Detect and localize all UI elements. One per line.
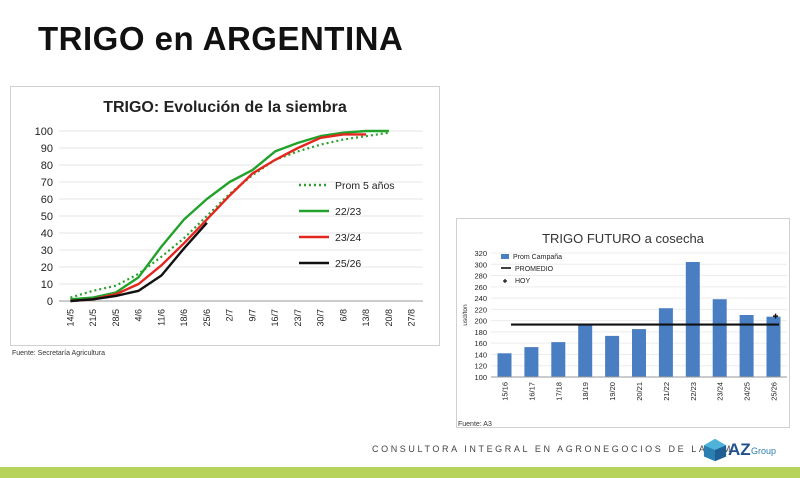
y-tick-label: 20 [41, 262, 53, 274]
y-tick-label: 70 [41, 177, 53, 189]
x-tick-label: 25/6 [202, 309, 212, 327]
futuro-chart-title: TRIGO FUTURO a cosecha [542, 231, 704, 246]
futuro-source: Fuente: A3 [458, 421, 492, 428]
y-tick-label: 100 [35, 126, 53, 138]
x-tick-label: 18/19 [581, 382, 590, 401]
x-tick-label: 19/20 [608, 382, 617, 401]
x-tick-label: 16/17 [527, 382, 536, 401]
bar [524, 347, 539, 377]
series-line [70, 129, 389, 301]
bar [497, 353, 512, 377]
legend-swatch [503, 279, 507, 283]
y-tick-label: 10 [41, 279, 53, 291]
y-tick-label: 320 [474, 249, 487, 258]
y-tick-label: 80 [41, 160, 53, 172]
y-tick-label: 200 [474, 317, 487, 326]
legend-label: 25/26 [335, 258, 361, 270]
series-line [70, 222, 208, 303]
x-tick-label: 21/22 [662, 382, 671, 401]
page-title: TRIGO en ARGENTINA [38, 20, 404, 57]
x-tick-label: 20/21 [635, 382, 644, 401]
y-tick-label: 60 [41, 194, 53, 206]
y-tick-label: 40 [41, 228, 53, 240]
y-tick-label: 160 [474, 339, 487, 348]
bar [685, 262, 700, 377]
bottom-accent-bar [0, 467, 800, 478]
y-tick-label: 90 [41, 143, 53, 155]
x-tick-label: 23/24 [716, 382, 725, 401]
y-tick-label: 120 [474, 362, 487, 371]
x-tick-label: 28/5 [111, 309, 121, 327]
y-tick-label: 180 [474, 328, 487, 337]
az-logo-icon [703, 438, 727, 462]
bar [766, 316, 781, 377]
x-tick-label: 16/7 [270, 309, 280, 327]
y-tick-label: 0 [47, 296, 53, 308]
bar [551, 342, 566, 377]
y-tick-label: 240 [474, 294, 487, 303]
siembra-chart-title: TRIGO: Evolución de la siembra [103, 99, 347, 116]
series-line [70, 131, 390, 299]
x-tick-label: 21/5 [88, 309, 98, 327]
x-tick-label: 25/26 [770, 382, 779, 401]
y-tick-label: 30 [41, 245, 53, 257]
x-tick-label: 27/8 [407, 309, 417, 327]
series-line [70, 133, 367, 303]
legend-label: HOY [515, 278, 531, 285]
x-tick-label: 14/5 [65, 309, 75, 327]
legend-label: PROMEDIO [515, 266, 554, 273]
siembra-chart-panel: TRIGO: Evolución de la siembra 0 10 20 30 40… [10, 86, 440, 346]
logo-text: AZ [728, 440, 751, 459]
bar [712, 299, 727, 377]
y-tick-label: 280 [474, 272, 487, 281]
x-tick-label: 23/7 [293, 309, 303, 327]
logo-subtext: Group [751, 446, 777, 456]
x-tick-label: 13/8 [361, 309, 371, 327]
legend-label: Prom 5 años [335, 180, 395, 192]
legend-swatch [501, 254, 509, 259]
hoy-marker [773, 313, 779, 319]
x-tick-label: 6/8 [338, 309, 348, 322]
x-tick-label: 20/8 [384, 309, 394, 327]
siembra-source: Fuente: Secretaría Agricultura [12, 350, 105, 357]
y-tick-label: 100 [474, 373, 487, 382]
futuro-chart-panel: TRIGO FUTURO a cosecha 100 120 140 160 180 20… [456, 218, 790, 428]
y-tick-label: 260 [474, 283, 487, 292]
x-tick-label: 2/7 [225, 309, 235, 322]
bar [605, 335, 620, 377]
x-tick-label: 24/25 [743, 382, 752, 401]
legend-label: 23/24 [335, 232, 361, 244]
bar [632, 329, 646, 377]
x-tick-label: 11/6 [156, 309, 166, 326]
x-tick-label: 4/6 [134, 309, 144, 322]
x-tick-label: 15/16 [500, 382, 509, 401]
y-tick-label: 300 [474, 260, 487, 269]
bar [658, 308, 673, 377]
x-tick-label: 17/18 [554, 382, 563, 401]
y-tick-label: 50 [41, 211, 53, 223]
x-tick-label: 9/7 [247, 309, 257, 322]
legend-label: 22/23 [335, 206, 361, 218]
y-tick-label: 220 [474, 305, 487, 314]
bar [739, 315, 754, 377]
y-tick-label: 140 [474, 350, 487, 359]
y-axis-label: usd/ton [462, 304, 469, 326]
siembra-chart: 0 10 20 30 40 50 60 70 80 90 100 14/5 21/5 28/5 4/6 11/… [35, 126, 423, 327]
x-tick-label: 18/6 [179, 309, 189, 327]
x-tick-label: 22/23 [689, 382, 698, 401]
x-tick-label: 30/7 [316, 309, 326, 327]
footer-tagline: CONSULTORA INTEGRAL EN AGRONEGOCIOS DE L… [372, 444, 733, 454]
bar [578, 325, 593, 377]
legend-label: Prom Campaña [513, 254, 562, 261]
futuro-chart: 100 120 140 160 180 200 220 240 260 280 300 320 usd/… [462, 249, 787, 401]
